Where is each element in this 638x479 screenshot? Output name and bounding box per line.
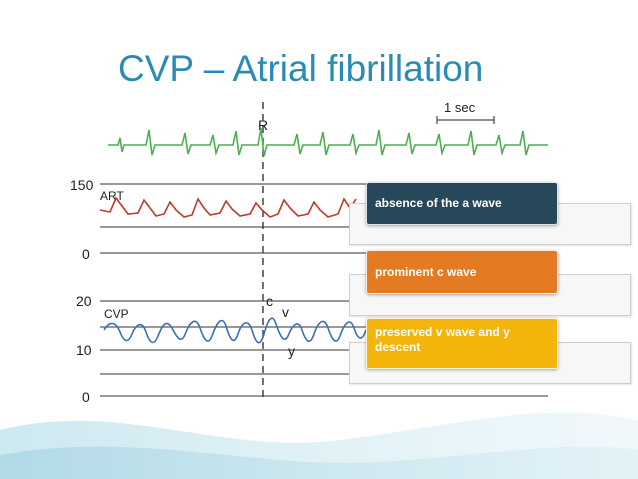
r-marker-label: R <box>258 117 268 133</box>
art-label: ART <box>100 189 124 203</box>
art-tick-0: 0 <box>82 246 90 262</box>
art-tick-150: 150 <box>70 177 94 193</box>
y-descent-marker: y <box>288 343 295 359</box>
cvp-trace <box>103 317 367 344</box>
art-trace <box>99 196 357 218</box>
cvp-label: CVP <box>104 307 129 321</box>
cvp-tick-0: 0 <box>82 389 90 405</box>
cvp-tick-10: 10 <box>76 342 92 358</box>
scale-label: 1 sec <box>444 100 476 115</box>
callout-c-wave-prominent: prominent c wave <box>366 250 558 294</box>
scale-bar <box>436 116 495 124</box>
c-wave-marker: c <box>266 293 273 309</box>
v-wave-marker: v <box>282 304 289 320</box>
slide-title: CVP – Atrial fibrillation <box>118 48 484 89</box>
callout-a-wave-absence: absence of the a wave <box>366 182 558 225</box>
ecg-trace <box>108 127 548 157</box>
callout-v-wave-y-descent: preserved v wave and y descent <box>366 318 558 369</box>
cvp-tick-20: 20 <box>76 293 92 309</box>
